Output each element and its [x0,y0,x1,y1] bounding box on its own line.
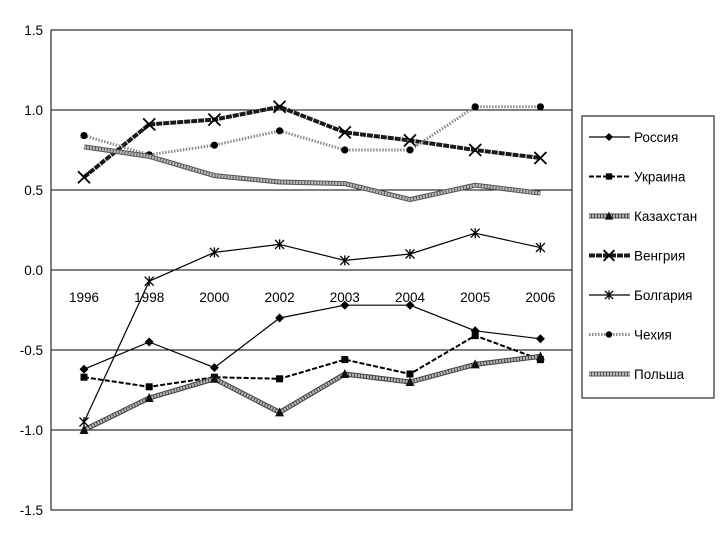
legend: Россия Украина Казахстан Венгрия Болгария Чех… [581,115,715,399]
y-tick-label: 0.5 [24,183,43,198]
series-2-point [341,356,349,364]
series-1-point [209,363,219,373]
series-6-point [471,103,479,111]
series-5-point [339,255,350,266]
legend-item: Украина [589,170,686,185]
legend-label: Россия [634,130,678,145]
x-tick-label: 2003 [330,290,360,305]
series-3-point [79,425,89,434]
series-3-point [340,369,350,378]
series-5-line [83,232,541,423]
series-5-point [604,290,614,300]
series-1-point [144,337,154,347]
grid-lines [51,109,572,431]
series-4 [77,100,548,184]
y-tick-label: -1.5 [20,503,43,518]
series-1-point [79,364,89,374]
series-5 [79,228,546,427]
x-axis-tick-labels: 1996 1998 2000 2002 2003 2004 2005 2006 [69,290,555,305]
series-2-point [276,375,284,383]
x-tick-label: 2002 [265,290,295,305]
legend-label: Чехия [634,328,672,343]
x-tick-label: 1998 [134,290,164,305]
x-tick-label: 2006 [525,290,555,305]
series-5-point [405,249,415,259]
series-1-line [83,304,541,370]
legend-label: Болгария [634,288,692,303]
series-4-point [468,143,482,157]
series-2-point [80,373,88,381]
series-3-point [144,393,154,402]
legend-item: Казахстан [589,209,697,224]
series-1-point [405,300,415,310]
series-4-point [338,125,352,140]
series-6 [80,103,545,159]
series-4-point [77,170,91,184]
series-5-point [144,276,155,287]
legend-label: Украина [634,170,686,185]
series-4-point [142,117,156,132]
series-4-point [602,249,616,262]
y-tick-label: 0.0 [24,263,43,278]
series-4-point [272,100,287,114]
legend-label: Венгрия [634,249,685,264]
series-1-point [275,313,285,323]
series-6-point [80,132,88,140]
series-2-point [605,173,613,180]
series-1-point [604,132,614,142]
series-6-point [536,103,545,111]
series-6-point [406,146,414,154]
legend-label: Польша [634,367,685,382]
series-3-point [275,407,285,417]
y-tick-label: -1.0 [20,423,43,438]
x-tick-label: 1996 [69,290,99,305]
series-2-line [83,334,541,388]
y-axis-tick-labels: 1.5 1.0 0.5 0.0 -0.5 -1.0 -1.5 [20,23,43,518]
series-7-line [83,145,541,202]
x-tick-label: 2000 [199,290,229,305]
legend-label: Казахстан [634,209,697,224]
series-5-point [535,242,546,253]
series-5-point [274,239,285,250]
legend-item: Венгрия [589,249,685,264]
legend-item: Польша [589,367,685,382]
series-4-line [82,104,541,179]
series-6-point [605,331,613,338]
series-3-point [405,377,415,386]
series-7 [83,144,541,203]
series-1 [79,300,545,374]
legend-item: Россия [589,130,678,145]
series-3-line [83,354,541,432]
series-5-point [79,417,89,427]
series-3-point [209,373,219,383]
series-5-point [209,247,220,258]
series-2-point [145,383,153,391]
series-4-point [207,112,222,127]
series-4-point [403,133,417,148]
y-tick-label: 1.0 [24,103,43,118]
series-group [77,100,548,434]
series-3-point [470,359,480,369]
x-tick-label: 2005 [460,290,490,305]
series-3-point [604,211,614,220]
series-2-point [471,332,479,340]
series-6-point [276,127,284,135]
series-6-point [341,146,349,154]
series-1-point [340,300,350,310]
series-3 [79,351,545,434]
legend-item: Чехия [589,328,672,343]
series-2-point [406,370,414,378]
series-4-point [533,151,548,165]
series-6-line [83,105,541,157]
series-5-point [470,228,481,239]
series-3-point [535,351,545,361]
y-tick-label: 1.5 [24,23,43,38]
series-1-point [535,334,545,344]
series-6-point [210,141,218,149]
y-tick-label: -0.5 [20,343,43,358]
legend-item: Болгария [589,288,692,303]
x-tick-label: 2004 [395,290,426,305]
